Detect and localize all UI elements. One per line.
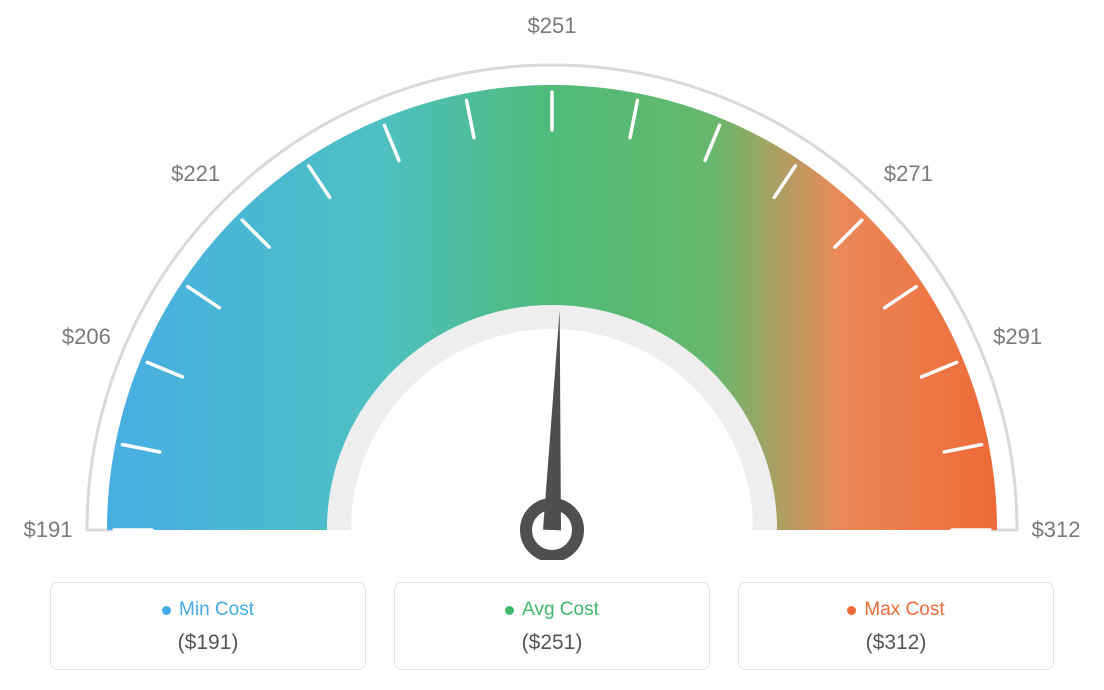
legend-card-avg: Avg Cost ($251) [394, 582, 710, 670]
dot-icon [847, 606, 856, 615]
legend-label-avg: Avg Cost [522, 599, 599, 621]
legend-card-min: Min Cost ($191) [50, 582, 366, 670]
legend-value-max: ($312) [751, 631, 1041, 655]
gauge-chart: $191 $206 $221 $251 $271 $291 $312 [0, 0, 1104, 560]
gauge-tick-label: $206 [62, 324, 111, 350]
gauge-tick-label: $271 [884, 161, 933, 187]
gauge-tick-label: $291 [993, 324, 1042, 350]
legend-value-avg: ($251) [407, 631, 697, 655]
dot-icon [505, 606, 514, 615]
gauge-tick-label: $312 [1032, 517, 1081, 543]
legend-card-max: Max Cost ($312) [738, 582, 1054, 670]
legend-value-min: ($191) [63, 631, 353, 655]
gauge-svg [0, 0, 1104, 560]
legend-title-avg: Avg Cost [505, 599, 599, 621]
legend-title-min: Min Cost [162, 599, 254, 621]
legend-title-max: Max Cost [847, 599, 944, 621]
dot-icon [162, 606, 171, 615]
gauge-tick-label: $221 [171, 161, 220, 187]
legend-row: Min Cost ($191) Avg Cost ($251) Max Cost… [50, 582, 1054, 670]
legend-label-max: Max Cost [864, 599, 944, 621]
legend-label-min: Min Cost [179, 599, 254, 621]
gauge-tick-label: $191 [24, 517, 73, 543]
gauge-tick-label: $251 [528, 13, 577, 39]
